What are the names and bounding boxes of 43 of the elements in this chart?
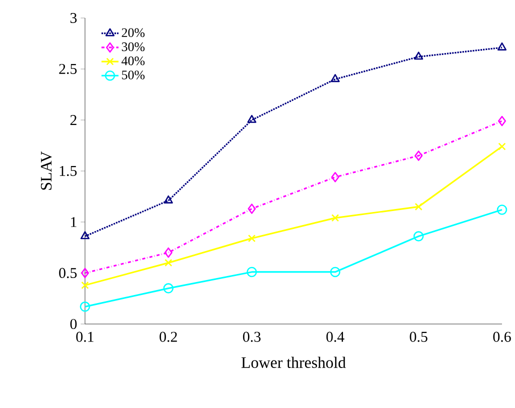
legend-label: 20% (122, 28, 145, 38)
x-axis-title: Lower threshold (241, 356, 346, 368)
point (497, 42, 507, 50)
x-tick-label: 0.2 (160, 332, 177, 342)
point (80, 302, 90, 312)
y-tick-label: 2 (70, 115, 76, 125)
point (331, 214, 340, 222)
point (413, 231, 424, 242)
y-tick-label: 1.5 (60, 166, 77, 176)
y-axis-title: SLAV (40, 151, 52, 190)
point (164, 247, 172, 258)
point (80, 231, 90, 240)
point (331, 172, 340, 182)
point (498, 116, 506, 126)
point (164, 258, 172, 267)
y-tick-label: 3 (70, 12, 77, 24)
point (414, 52, 424, 60)
point (81, 281, 89, 290)
legend-label: 40% (122, 56, 145, 66)
x-tick-label: 0.1 (76, 332, 94, 342)
point (246, 266, 257, 278)
y-tick-label: 0.5 (59, 268, 77, 278)
point (414, 150, 423, 161)
x-tick-label: 0.3 (243, 332, 261, 342)
point (414, 202, 422, 211)
point (248, 234, 256, 242)
x-tick-label: 0.6 (493, 332, 511, 342)
x-tick-label: 0.4 (326, 332, 344, 342)
point (330, 74, 340, 82)
point (496, 204, 508, 215)
y-tick-label: 2.5 (59, 64, 77, 74)
y-tick-label: 0 (70, 318, 77, 330)
x-tick-label: 0.5 (410, 332, 428, 342)
point (248, 204, 256, 214)
point (80, 268, 90, 278)
point (164, 195, 173, 204)
legend-label: 50% (122, 70, 145, 80)
point (163, 283, 174, 294)
legend-label: 30% (122, 42, 145, 52)
point (498, 142, 506, 150)
y-tick-label: 1 (71, 217, 76, 227)
point (330, 266, 340, 278)
point (247, 114, 256, 123)
